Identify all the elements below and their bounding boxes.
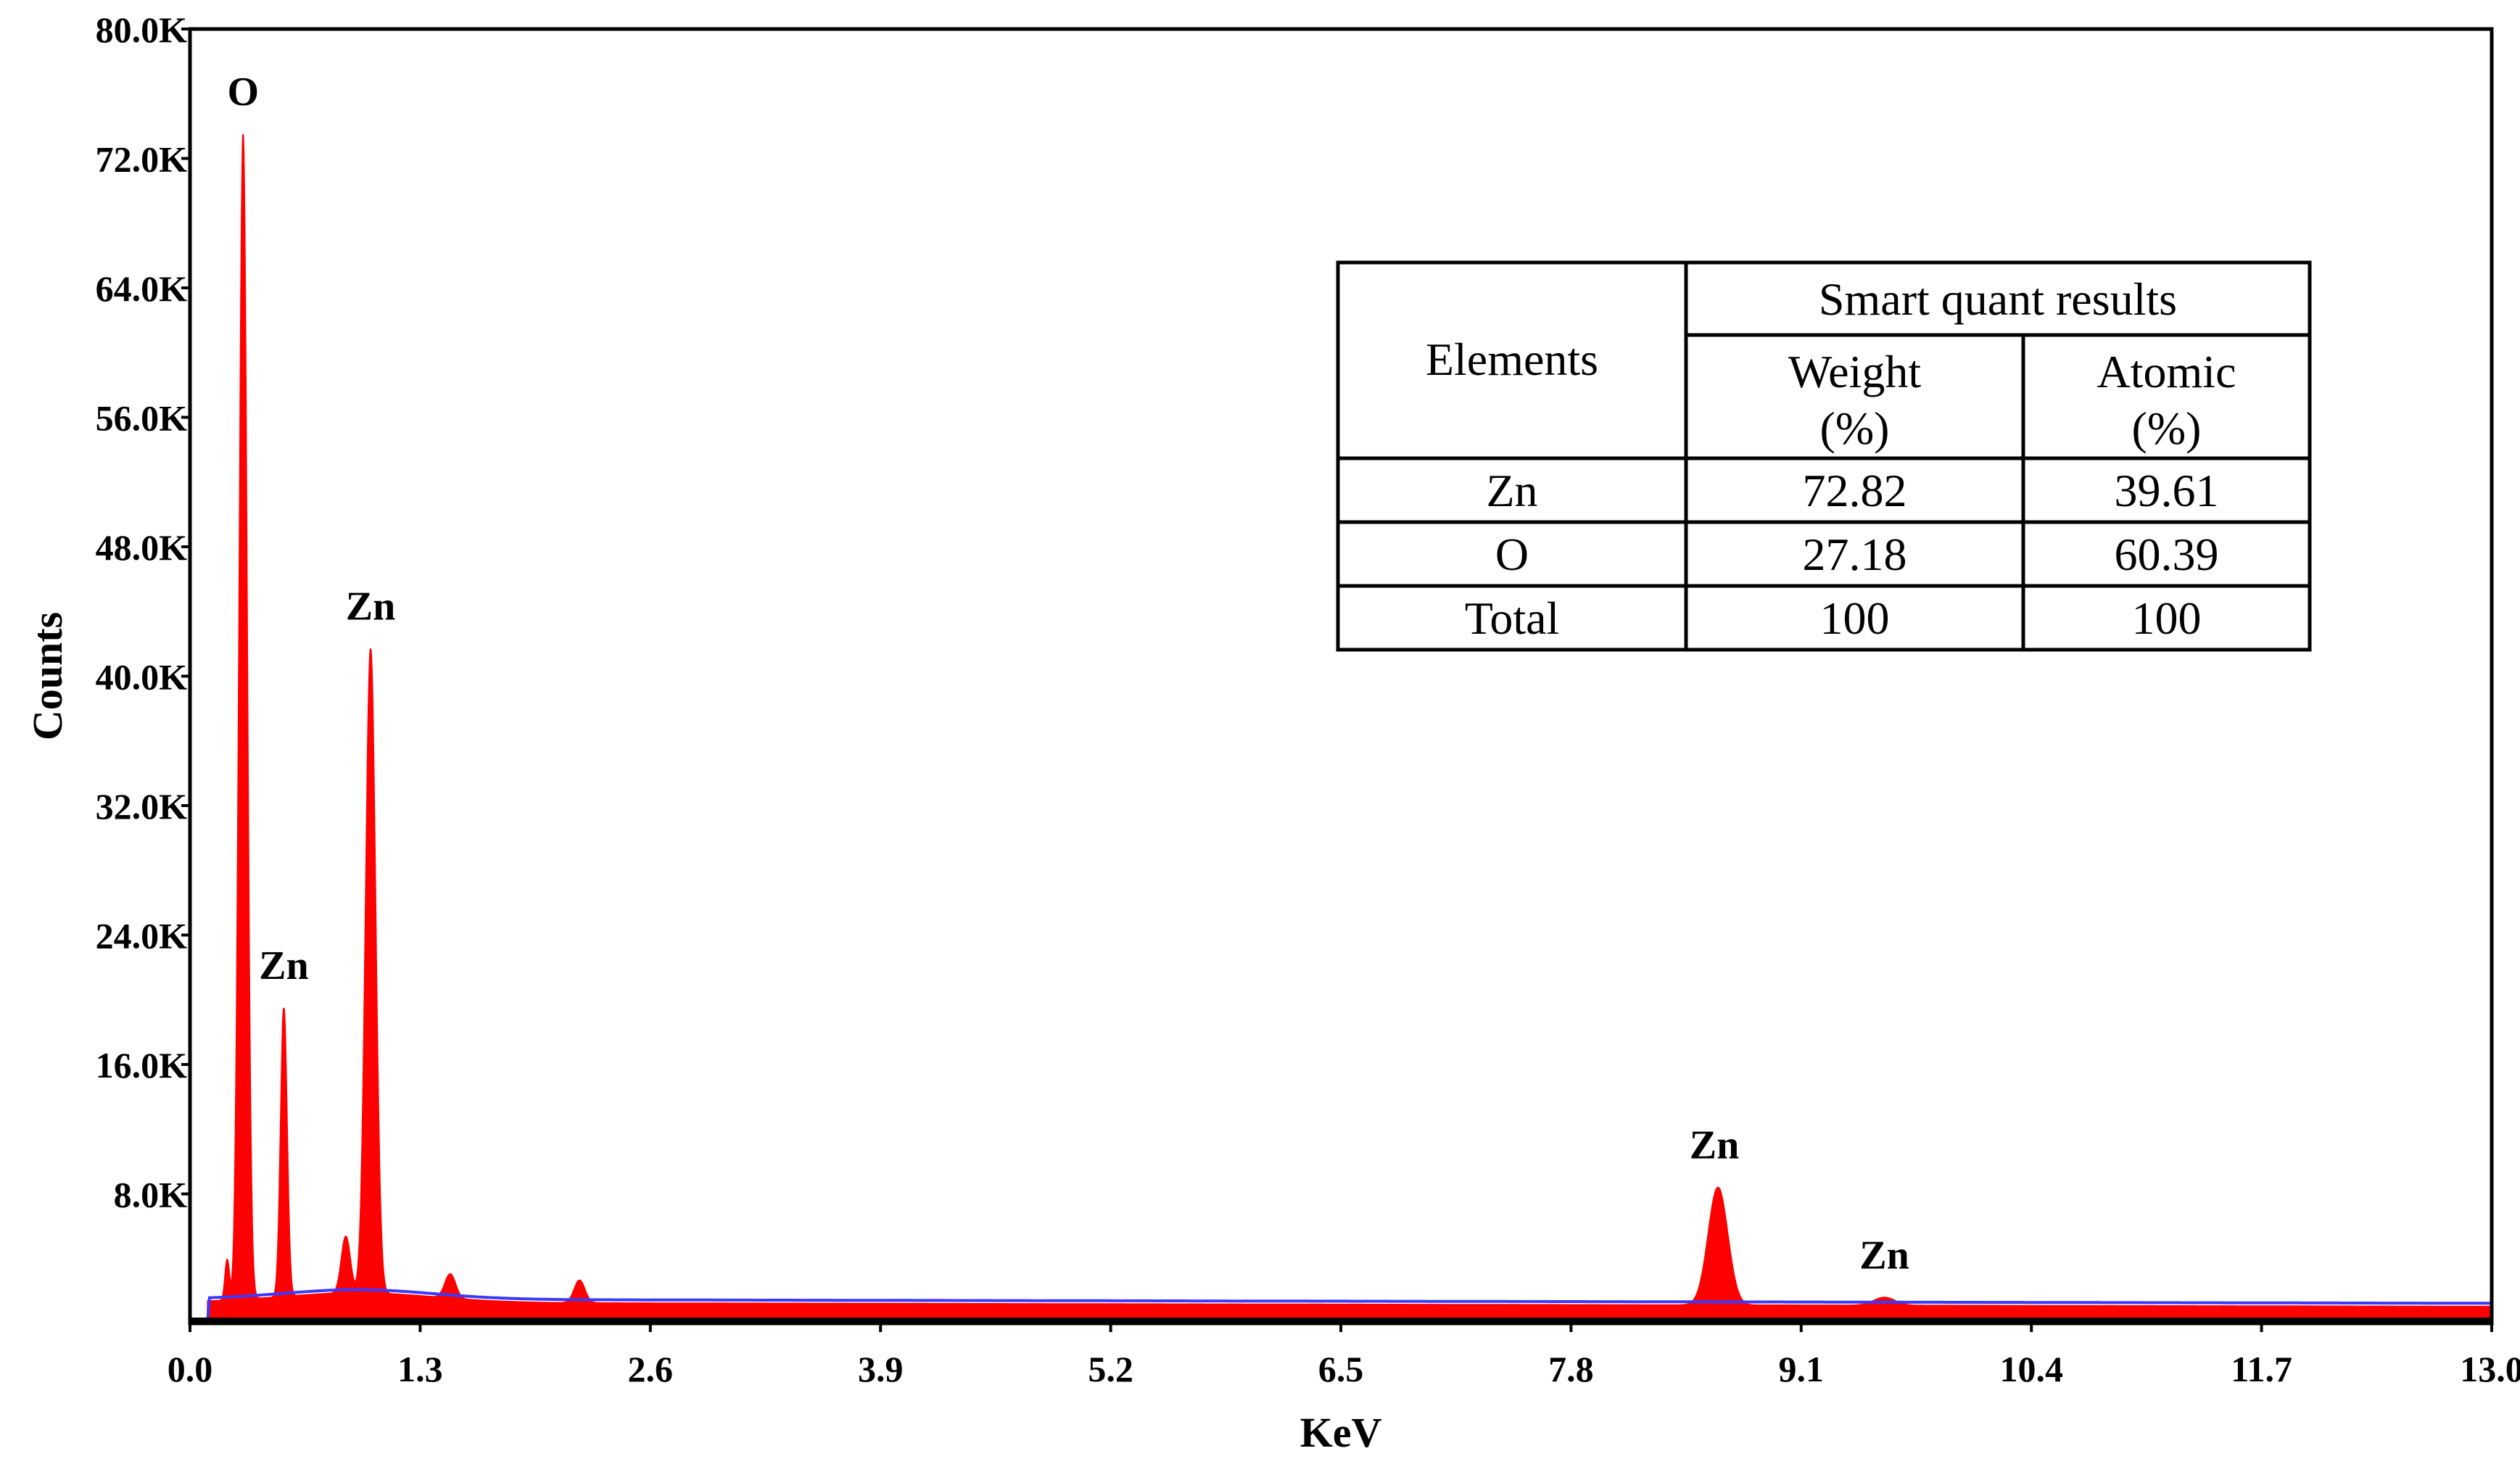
spectrum-area bbox=[199, 133, 2493, 1324]
table-cell-element: O bbox=[1495, 529, 1529, 580]
table-header-weight-unit: (%) bbox=[1820, 402, 1890, 454]
y-tick-label: 64.0K bbox=[96, 268, 188, 309]
x-tick-label: 1.3 bbox=[397, 1349, 443, 1389]
x-tick-label: 2.6 bbox=[628, 1349, 674, 1389]
x-tick-label: 6.5 bbox=[1318, 1349, 1364, 1389]
table-header-atomic-unit: (%) bbox=[2132, 402, 2202, 454]
y-tick-label: 16.0K bbox=[96, 1045, 188, 1086]
x-tick-label: 11.7 bbox=[2231, 1349, 2292, 1389]
table-cell-weight: 27.18 bbox=[1803, 529, 1907, 580]
peak-label-zn: Zn bbox=[259, 943, 309, 988]
y-tick-label: 8.0K bbox=[114, 1175, 188, 1215]
peak-label-zn: Zn bbox=[346, 584, 396, 629]
x-tick-label: 13.0 bbox=[2460, 1349, 2520, 1389]
x-tick-label: 5.2 bbox=[1088, 1349, 1133, 1389]
peak-label-zn: Zn bbox=[1859, 1233, 1909, 1278]
y-tick-label: 80.0K bbox=[96, 9, 188, 50]
plot-area: O Zn Zn Zn Zn bbox=[199, 70, 2493, 1324]
table-header-atomic: Atomic bbox=[2097, 346, 2236, 397]
y-tick-label: 40.0K bbox=[96, 657, 188, 698]
plot-frame bbox=[188, 27, 2494, 1326]
x-tick-label: 3.9 bbox=[858, 1349, 904, 1389]
y-tick-label: 56.0K bbox=[96, 398, 188, 439]
peak-label-o: O bbox=[227, 70, 259, 115]
background-fit-line bbox=[199, 1288, 2492, 1322]
table-header-elements: Elements bbox=[1426, 334, 1598, 385]
y-tick-label: 24.0K bbox=[96, 916, 188, 956]
y-tick-label: 48.0K bbox=[96, 527, 188, 568]
x-tick-label: 0.0 bbox=[168, 1349, 213, 1389]
x-tick-label: 9.1 bbox=[1779, 1349, 1825, 1389]
peak-label-zn: Zn bbox=[1690, 1123, 1740, 1168]
x-axis-title: KeV bbox=[1300, 1409, 1382, 1456]
table-cell-atomic: 60.39 bbox=[2115, 529, 2219, 580]
table-cell-weight: 100 bbox=[1820, 592, 1890, 644]
table-group-header: Smart quant results bbox=[1819, 273, 2177, 325]
table-header-weight: Weight bbox=[1788, 346, 1921, 397]
table-cell-element: Zn bbox=[1486, 465, 1537, 516]
table-cell-atomic: 39.61 bbox=[2115, 465, 2219, 516]
table-cell-weight: 72.82 bbox=[1803, 465, 1907, 516]
x-tick-label: 7.8 bbox=[1548, 1349, 1594, 1389]
y-tick-label: 72.0K bbox=[96, 139, 188, 180]
y-tick-label: 32.0K bbox=[96, 786, 188, 827]
y-axis-title: Counts bbox=[24, 612, 71, 740]
table-cell-atomic: 100 bbox=[2132, 592, 2202, 644]
x-tick-label: 10.4 bbox=[1999, 1349, 2063, 1389]
axes: 8.0K 16.0K 24.0K 32.0K 40.0K 48.0K 56.0K 64.0K 7… bbox=[24, 9, 2520, 1456]
table-cell-element: Total bbox=[1465, 592, 1560, 644]
